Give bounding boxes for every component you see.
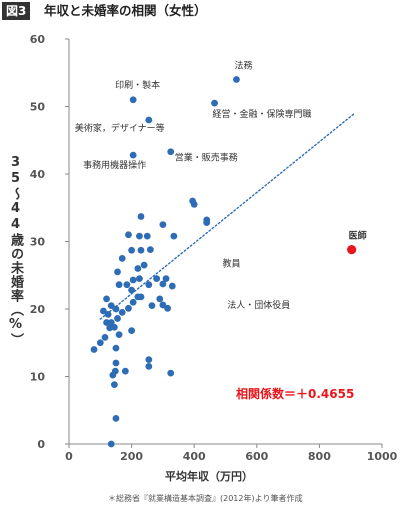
data-point: [115, 331, 123, 339]
data-point: [168, 282, 176, 290]
data-point: [145, 281, 153, 289]
y-axis-title-part2: 〜: [8, 187, 23, 201]
correlation-coefficient: 相関係数＝＋0.4655: [236, 386, 354, 401]
point-annotation: 事務用機器操作: [83, 159, 146, 171]
data-point: [128, 246, 136, 254]
data-point: [148, 302, 156, 310]
data-point: [140, 261, 148, 269]
data-point: [167, 148, 175, 156]
figure-badge: 図3: [2, 2, 31, 20]
data-point: [118, 254, 126, 262]
data-point: [101, 333, 109, 341]
data-point: [129, 96, 137, 104]
data-point: [103, 319, 110, 326]
data-point: [134, 265, 142, 272]
data-point: [145, 362, 153, 370]
data-point: [129, 151, 137, 159]
data-point: [112, 305, 120, 313]
data-point: [118, 308, 126, 316]
point-annotation: 印刷・製本: [115, 79, 160, 91]
x-tick-label: 800: [308, 450, 331, 463]
x-axis-title: 平均年収（万円）: [165, 470, 253, 483]
data-point: [145, 356, 153, 364]
data-point: [211, 99, 218, 107]
point-annotation: 教員: [223, 258, 241, 270]
data-point: [128, 286, 136, 294]
data-point: [145, 116, 153, 124]
data-point: [125, 231, 132, 239]
data-point: [123, 281, 131, 289]
x-tick-label: 1000: [367, 450, 398, 463]
y-axis-title-part3: 44: [8, 201, 23, 233]
x-tick-label: 600: [245, 450, 268, 463]
data-point: [159, 301, 167, 309]
data-point: [153, 275, 161, 283]
data-point: [107, 302, 115, 310]
point-annotation: 医師: [349, 230, 367, 242]
point-annotation: 営業・販売事務: [175, 152, 238, 164]
data-point: [125, 304, 132, 312]
data-point: [136, 275, 143, 283]
data-point: [112, 344, 120, 352]
data-point: [129, 298, 137, 306]
data-point: [146, 246, 154, 254]
y-axis-title-part1: 35: [8, 155, 23, 187]
y-tick-label: 30: [30, 236, 46, 249]
data-point: [103, 295, 110, 303]
data-point: [190, 200, 198, 208]
point-annotation: 美術家，デザイナー等: [75, 122, 165, 134]
y-tick-label: 50: [30, 101, 46, 114]
y-tick-label: 60: [30, 33, 46, 46]
data-point: [164, 304, 171, 312]
data-point: [137, 213, 145, 220]
data-point: [162, 275, 170, 283]
data-point: [104, 311, 112, 318]
data-point: [115, 281, 123, 289]
point-annotation: 法務: [234, 60, 252, 72]
data-point: [114, 315, 121, 322]
data-point: [170, 232, 178, 240]
data-point: [121, 367, 129, 375]
y-tick-label: 40: [30, 168, 46, 181]
x-tick-label: 400: [183, 450, 206, 463]
data-point: [137, 246, 145, 254]
data-point: [129, 276, 137, 284]
y-tick-label: 10: [30, 371, 46, 384]
point-annotation: 経営・金融・保険専門職: [213, 108, 312, 120]
data-point: [100, 307, 107, 315]
y-axis-title-part4: 歳の未婚率（%）: [8, 233, 23, 347]
x-tick-label: 0: [65, 450, 73, 463]
data-point: [143, 232, 151, 240]
y-tick-label: 0: [37, 438, 45, 451]
data-point: [96, 339, 104, 347]
data-point: [112, 414, 120, 422]
data-point: [110, 381, 118, 388]
y-tick-label: 20: [30, 303, 46, 316]
data-point: [167, 369, 175, 377]
data-point: [107, 440, 115, 448]
data-point: [159, 221, 167, 229]
data-point: [137, 293, 145, 301]
point-annotation: 法人・団体役員: [227, 299, 290, 311]
trend-line: [99, 113, 355, 320]
data-point: [159, 280, 167, 288]
figure-header: 図3 年収と未婚率の相関（女性）: [0, 0, 400, 24]
y-axis-title: 35〜44歳の未婚率（%）: [0, 155, 23, 347]
data-point: [233, 76, 240, 83]
x-tick-label: 200: [120, 450, 143, 463]
data-point: [136, 232, 143, 240]
data-point: [111, 367, 119, 375]
source-note: ＊総務省『就業構造基本調査』(2012年)より筆者作成: [108, 494, 303, 503]
data-point: [110, 323, 118, 331]
data-point: [203, 216, 211, 224]
highlight-point: [347, 245, 357, 255]
data-point: [90, 346, 98, 353]
data-point: [114, 268, 121, 276]
figure-title: 年収と未婚率の相関（女性）: [44, 3, 207, 18]
data-point: [128, 327, 136, 334]
data-point: [112, 359, 120, 367]
data-point: [156, 295, 164, 303]
